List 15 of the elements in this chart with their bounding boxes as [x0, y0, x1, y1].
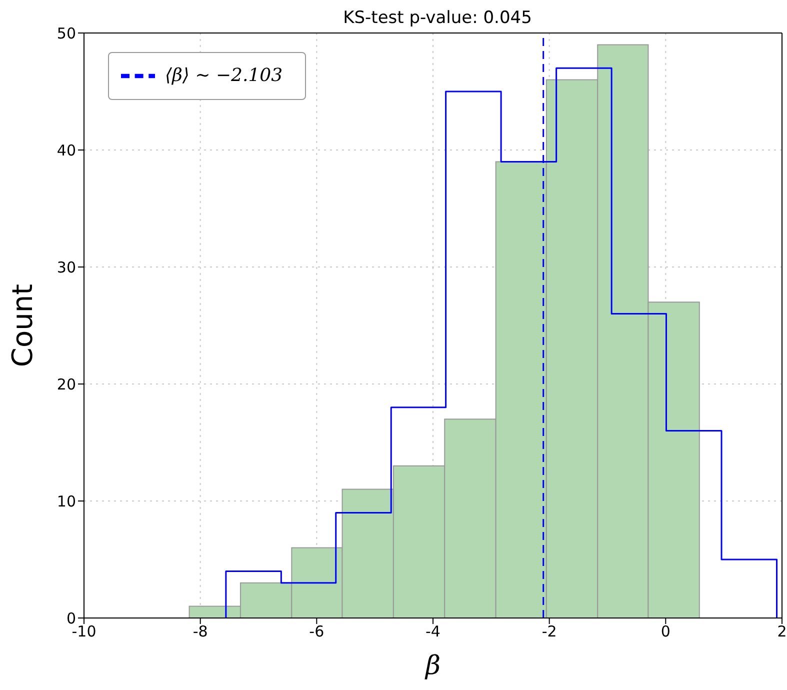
x-tick-label: -6	[309, 622, 324, 641]
x-tick-label: -2	[542, 622, 557, 641]
y-tick-label: 40	[56, 141, 76, 160]
y-tick-label: 50	[56, 24, 76, 42]
x-tick-label: -4	[426, 622, 440, 641]
y-tick-label: 30	[56, 258, 76, 276]
y-tick-label: 20	[56, 375, 76, 394]
y-tick-label: 10	[56, 492, 76, 510]
x-tick-label: -8	[192, 622, 208, 641]
x-tick-label: 0	[660, 622, 670, 641]
x-axis-title: β	[424, 651, 441, 681]
legend-label: ⟨β⟩ ∼ −2.103	[165, 64, 283, 86]
y-axis-title: Count	[6, 284, 39, 368]
chart-title: KS-test p-value: 0.045	[342, 8, 533, 28]
x-tick-label: 2	[777, 622, 787, 641]
